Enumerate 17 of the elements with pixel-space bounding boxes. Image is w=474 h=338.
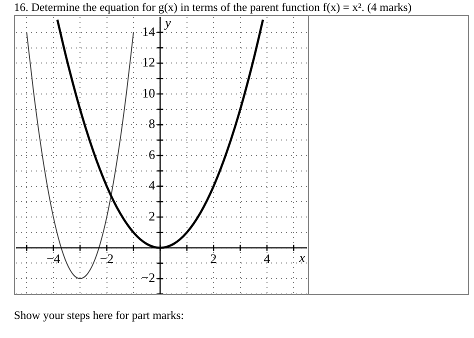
- y-tick-label: 2: [148, 208, 156, 224]
- line-series: [26, 32, 134, 280]
- chart-title: 16. Determine the equation for g(x) in terms of the parent function f(x) = x². (4 marks): [14, 2, 412, 14]
- y-tick-label: 14: [142, 24, 156, 39]
- y-tick-label: 6: [148, 146, 156, 162]
- x-tick-label: 2: [210, 250, 217, 266]
- text: Show your steps here for part marks:: [14, 310, 184, 322]
- y-tick-label: −2: [141, 270, 156, 286]
- x-tick-label: 4: [264, 250, 271, 266]
- y-tick-label: 10: [142, 85, 156, 100]
- x-tick-label: −2: [100, 250, 114, 266]
- y-axis-title: y: [163, 14, 172, 30]
- y-tick-label: 8: [148, 116, 156, 132]
- x-tick-label: −4: [46, 250, 61, 266]
- y-tick-label: 4: [148, 178, 156, 193]
- y-tick-label: 12: [142, 54, 156, 70]
- x-axis-title: x: [298, 250, 306, 265]
